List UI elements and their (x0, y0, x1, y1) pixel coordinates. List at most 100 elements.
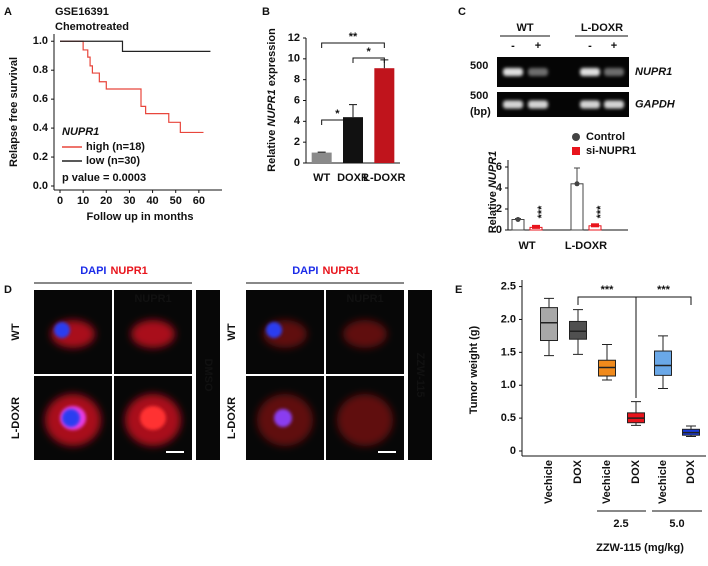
y-tick-label: 0.5 (501, 412, 516, 424)
box (540, 307, 558, 342)
y-tick-label: 0.2 (33, 151, 48, 163)
y-tick-label: 4 (294, 115, 301, 127)
x-tick-label: 10 (77, 195, 89, 207)
gel-band (528, 100, 548, 109)
gel-group: WT (516, 22, 533, 34)
x-tick-label: DOX (685, 459, 697, 484)
marker-label: 500 (470, 90, 488, 102)
significance-label: *** (657, 284, 671, 296)
x-tick-label: L-DOXR (363, 172, 405, 184)
dapi (54, 322, 70, 338)
x-tick-label: WT (518, 240, 535, 252)
y-axis-label: Tumor weight (g) (468, 325, 480, 414)
significance-label: ** (349, 31, 358, 43)
significance-bracket (321, 42, 385, 48)
treatment-box (196, 290, 220, 460)
x-tick-label: WT (313, 172, 330, 184)
treatment-label: DMSO (202, 359, 214, 392)
error-bar (349, 104, 357, 118)
row-label: WT (10, 323, 22, 340)
error-bar (317, 151, 326, 153)
significance-label: * (367, 46, 372, 58)
stain-label: DAPI (292, 265, 318, 277)
y-tick-label: 0.8 (33, 64, 48, 76)
y-tick-label: 0 (496, 224, 502, 236)
lane-label: + (611, 40, 617, 52)
column-label-bg (328, 292, 402, 306)
x-tick-label: DOX (630, 459, 642, 484)
group-label: 5.0 (669, 518, 684, 530)
x-tick-label: Vechicle (543, 460, 555, 504)
y-tick-label: 0.6 (33, 93, 48, 105)
y-axis-label-part: NUPR1 (487, 151, 499, 188)
y-tick-label: 10 (288, 53, 300, 65)
legend-title: NUPR1 (62, 126, 99, 138)
gel-band (503, 100, 523, 109)
column-label: NUPR1 (134, 293, 171, 305)
significance-bracket (321, 119, 354, 125)
legend-swatch (572, 133, 580, 141)
bar (343, 117, 363, 163)
nucleus-stain (140, 406, 166, 430)
x-tick-label: 20 (100, 195, 112, 207)
y-tick-label: 2.5 (501, 280, 516, 292)
x-tick-label: 60 (193, 195, 205, 207)
x-tick-label: 0 (57, 195, 63, 207)
y-tick-label: 2 (294, 136, 300, 148)
gel-band (580, 100, 600, 109)
chart-title: GSE16391 (55, 6, 109, 18)
significance-bracket (577, 296, 692, 398)
annotation: p value = 0.0003 (62, 172, 146, 184)
marker-label: 500 (470, 60, 488, 72)
significance-label: * (335, 108, 340, 120)
significance-bracket (352, 57, 385, 63)
dapi (62, 409, 80, 427)
gene-label: NUPR1 (635, 66, 672, 78)
y-axis-label-part: NUPR1 (266, 89, 278, 126)
gel-band (604, 100, 624, 109)
gel-band (580, 68, 600, 76)
y-axis-label-part: Relative (266, 127, 278, 172)
y-tick-label: 1.0 (501, 379, 516, 391)
dapi (266, 322, 282, 338)
y-tick-label: 2 (496, 203, 502, 215)
bar (570, 183, 584, 231)
stain-label: NUPR1 (322, 265, 359, 277)
point (532, 224, 540, 229)
y-tick-label: 1.0 (33, 35, 48, 47)
row-label: L-DOXR (226, 397, 238, 439)
significance-label: *** (536, 205, 548, 219)
point (591, 223, 599, 228)
x-tick-label: Vechicle (601, 460, 613, 504)
gel-band (528, 68, 548, 76)
cell-stain (343, 320, 387, 348)
panel-label: E (455, 284, 462, 296)
treatment-label: ZZW-115 (414, 352, 426, 397)
gel-band (503, 68, 523, 76)
y-tick-label: 2.0 (501, 313, 516, 325)
x-axis-label: ZZW-115 (mg/kg) (596, 542, 684, 554)
y-tick-label: 6 (294, 94, 300, 106)
gel-group: L-DOXR (581, 22, 623, 34)
cell-stain (337, 394, 393, 446)
dapi (274, 409, 292, 427)
gene-label: GAPDH (635, 98, 676, 110)
y-tick-label: 0 (294, 157, 300, 169)
chart-subtitle: Chemotreated (55, 21, 129, 33)
x-axis-label: Follow up in months (87, 211, 194, 223)
lane-label: + (535, 40, 541, 52)
marker-label: (bp) (470, 106, 491, 118)
legend-label: Control (586, 131, 625, 143)
point (515, 217, 521, 222)
x-tick-label: DOX (572, 459, 584, 484)
box (654, 350, 672, 376)
y-tick-label: 4 (496, 182, 503, 194)
y-tick-label: 0.4 (33, 122, 49, 134)
legend-swatch (572, 147, 580, 155)
legend-label: high (n=18) (86, 141, 145, 153)
cell-stain (131, 320, 175, 348)
column-label: NUPR1 (346, 293, 383, 305)
stain-labels: DAPI NUPR1 (292, 265, 360, 277)
panel-label: A (4, 6, 12, 18)
